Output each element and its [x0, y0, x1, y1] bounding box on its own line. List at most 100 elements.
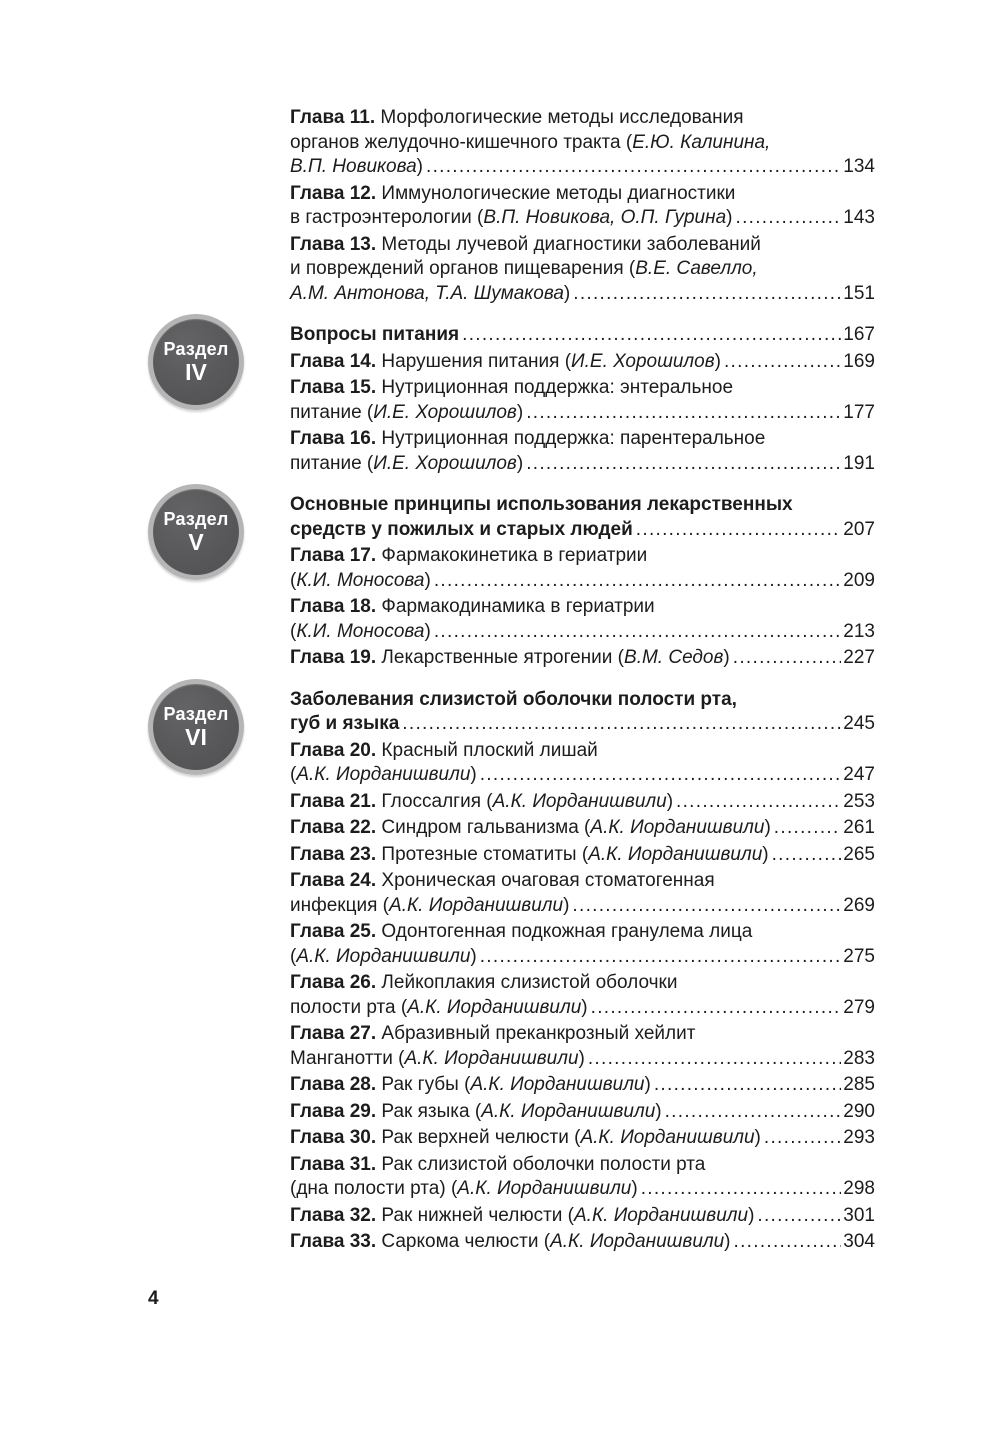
toc-text-segment: Одонтогенная подкожная гранулема лица [376, 921, 753, 942]
toc-text-segment: Фармакодинамика в гериатрии [376, 596, 655, 617]
toc-text-segment: В.М. Седов [624, 647, 724, 668]
toc-text-segment: Основные принципы использования лекарств… [290, 494, 793, 515]
toc-text-segment: В.Е. Савелло, [635, 258, 758, 279]
toc-line: органов желудочно-кишечного тракта (Е.Ю.… [290, 131, 875, 156]
toc-text-segment: А.К. Иорданишвили [407, 996, 582, 1018]
toc-text-segment: Лекарственные ятрогении ( [376, 647, 625, 668]
toc-text-segment: Глава 27. [290, 1023, 377, 1044]
section-badge: Раздел VI [148, 678, 244, 775]
page-number: 290 [843, 1100, 875, 1122]
toc-entry: Глава 32. Рак нижней челюсти (А.К. Иорда… [290, 1204, 875, 1229]
page-number: 279 [843, 996, 875, 1018]
toc-text-segment: ) [762, 843, 769, 865]
toc-text-segment: Манганотти ( [290, 1047, 405, 1069]
toc-text-segment: Глава 21. [290, 790, 377, 812]
page-number: 151 [843, 282, 875, 304]
section-badge-numeral: V [188, 529, 204, 555]
toc-text-segment: ) [581, 996, 588, 1018]
section-badge-label: Раздел [163, 339, 229, 359]
dot-leader: ........................................… [732, 647, 842, 668]
toc-text-segment: и повреждений органов пищеварения ( [290, 258, 636, 279]
toc-text-segment: Хроническая очаговая стоматогенная [376, 870, 715, 891]
toc-text-segment: ) [723, 647, 730, 668]
toc-line: (А.К. Иорданишвили).....................… [290, 945, 875, 970]
toc-text-segment: Глава 19. [290, 647, 377, 668]
toc-text-segment: органов желудочно-кишечного тракта ( [290, 131, 633, 153]
toc-entry: Глава 15. Нутриционная поддержка: энтера… [290, 376, 875, 425]
toc-text-segment: А.К. Иорданишвили [389, 894, 564, 916]
toc-content: Глава 11. Морфологические методы исследо… [148, 106, 875, 1257]
toc-text-segment: Глава 11. [290, 107, 376, 128]
toc-entry: Глава 30. Рак верхней челюсти (А.К. Иорд… [290, 1126, 875, 1151]
toc-text-segment: ( [290, 569, 297, 591]
toc-line: Заболевания слизистой оболочки полости р… [290, 688, 875, 713]
toc-entry: Глава 31. Рак слизистой оболочки полости… [290, 1153, 875, 1202]
toc-text-segment: ) [631, 1178, 638, 1199]
toc-line: Глава 32. Рак нижней челюсти (А.К. Иорда… [290, 1204, 875, 1229]
toc-entry: Глава 19. Лекарственные ятрогении (В.М. … [290, 646, 875, 671]
toc-text-segment: В.П. Новикова [290, 156, 417, 177]
toc-text-segment: Глава 25. [290, 921, 377, 942]
toc-line: Глава 26. Лейкоплакия слизистой оболочки [290, 971, 875, 996]
toc-text-segment: ) [563, 894, 570, 916]
dot-leader: ........................................… [590, 996, 842, 1018]
toc-text-segment: Красный плоский лишай [376, 739, 598, 761]
toc-text-segment: Нарушения питания ( [376, 350, 572, 372]
page-number: 261 [843, 817, 875, 838]
toc-text-segment: Глава 32. [290, 1204, 377, 1226]
toc-text-segment: ) [655, 1100, 662, 1122]
toc-text-segment: А.К. Иорданишвили [590, 817, 765, 838]
toc-text-segment: ) [416, 156, 423, 177]
toc-text-segment: ) [764, 817, 771, 838]
toc-text-segment: Глава 30. [290, 1127, 377, 1148]
page-number: 253 [843, 790, 875, 812]
toc-line: и повреждений органов пищеварения (В.Е. … [290, 257, 875, 282]
toc-text-segment: В.П. Новикова, О.П. Гурина [483, 207, 727, 228]
dot-leader: ........................................… [462, 324, 842, 345]
toc-line: инфекция (А.К. Иорданишвили)............… [290, 894, 875, 919]
page-number: 143 [843, 207, 875, 228]
dot-leader: ........................................… [733, 1231, 842, 1252]
toc-text-segment: Глава 26. [290, 972, 377, 993]
toc-text-segment: ) [724, 1231, 731, 1252]
toc-line: А.М. Антонова, Т.А. Шумакова)...........… [290, 282, 875, 307]
toc-text-segment: Глава 14. [290, 350, 377, 372]
toc-text-segment: ) [470, 945, 477, 967]
toc-line: Глава 27. Абразивный преканкрозный хейли… [290, 1022, 875, 1047]
toc-entry: Глава 17. Фармакокинетика в гериатрии(К.… [290, 544, 875, 593]
toc-text-segment: Методы лучевой диагностики заболеваний [376, 233, 761, 255]
toc-text-segment: инфекция ( [290, 894, 390, 916]
section-badge: Раздел IV [148, 314, 244, 410]
page-number: 301 [843, 1204, 875, 1226]
toc-text-segment: ) [644, 1074, 651, 1095]
toc-line: Глава 13. Методы лучевой диагностики заб… [290, 233, 875, 258]
toc-line: Манганотти (А.К. Иорданишвили)..........… [290, 1047, 875, 1072]
toc-text-segment: Нутриционная поддержка: энтеральное [376, 377, 734, 398]
dot-leader: ........................................… [676, 790, 841, 812]
dot-leader: ........................................… [572, 894, 842, 916]
toc-line: питание (И.Е. Хорошилов)................… [290, 401, 875, 426]
section-badge-numeral: IV [185, 359, 207, 385]
page-number: 213 [843, 620, 875, 642]
page-number: 177 [843, 401, 875, 423]
toc-text-segment: Вопросы питания [290, 324, 460, 345]
dot-leader: ........................................… [640, 1178, 842, 1199]
page-number: 283 [843, 1047, 875, 1069]
toc-line: Глава 21. Глоссалгия (А.К. Иорданишвили)… [290, 790, 875, 815]
toc-text-segment: ) [470, 764, 477, 785]
toc-text-segment: А.К. Иорданишвили [550, 1231, 725, 1252]
page-number: 247 [843, 764, 875, 785]
toc-line: Глава 29. Рак языка (А.К. Иорданишвили).… [290, 1100, 875, 1125]
dot-leader: ........................................… [433, 620, 842, 642]
page-number: 169 [843, 350, 875, 372]
page-number: 191 [843, 452, 875, 474]
toc-line: В.П. Новикова)..........................… [290, 155, 875, 180]
toc-text-segment: в гастроэнтерологии ( [290, 207, 484, 228]
toc-text-segment: Глава 23. [290, 843, 377, 865]
toc-text-segment: К.И. Моносова [296, 620, 425, 642]
toc-text-segment: И.Е. Хорошилов [373, 401, 517, 423]
dot-leader: ........................................… [635, 518, 842, 540]
toc-text-segment: Глава 20. [290, 739, 377, 761]
section-badge-label: Раздел [163, 703, 229, 724]
toc-line: Глава 18. Фармакодинамика в гериатрии [290, 595, 875, 620]
